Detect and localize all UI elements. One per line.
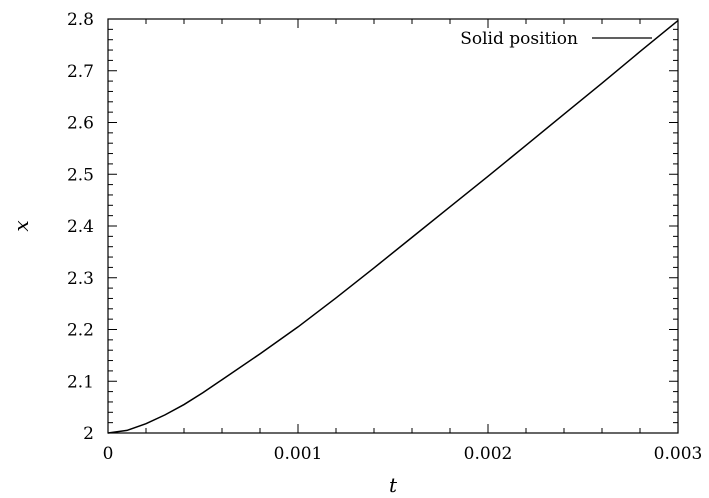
x-axis-ticks: 0 0.001 0.002 0.003 bbox=[103, 19, 703, 464]
y-axis-label: x bbox=[9, 220, 33, 231]
y-tick-label: 2.8 bbox=[67, 10, 94, 30]
x-tick-label: 0.001 bbox=[274, 444, 323, 464]
y-tick-label: 2.3 bbox=[67, 269, 94, 289]
x-axis-label: t bbox=[389, 473, 398, 497]
y-tick-label: 2.2 bbox=[67, 321, 94, 341]
legend-label: Solid position bbox=[460, 29, 578, 49]
x-tick-label: 0 bbox=[103, 444, 114, 464]
x-tick-label: 0.002 bbox=[464, 444, 513, 464]
series-layer bbox=[107, 19, 679, 434]
y-tick-label: 2 bbox=[83, 424, 94, 444]
y-tick-label: 2.1 bbox=[67, 372, 94, 392]
legend: Solid position bbox=[460, 29, 652, 49]
y-tick-label: 2.5 bbox=[67, 165, 94, 185]
x-tick-label: 0.003 bbox=[654, 444, 703, 464]
y-tick-label: 2.4 bbox=[67, 217, 94, 237]
plot-frame bbox=[107, 18, 679, 434]
series-line-solid-position bbox=[107, 19, 679, 434]
y-tick-label: 2.7 bbox=[67, 62, 94, 82]
y-axis-ticks: 2 2.1 2.2 2.3 2.4 2.5 2.6 2.7 2.8 bbox=[67, 10, 678, 444]
y-tick-label: 2.6 bbox=[67, 114, 94, 134]
